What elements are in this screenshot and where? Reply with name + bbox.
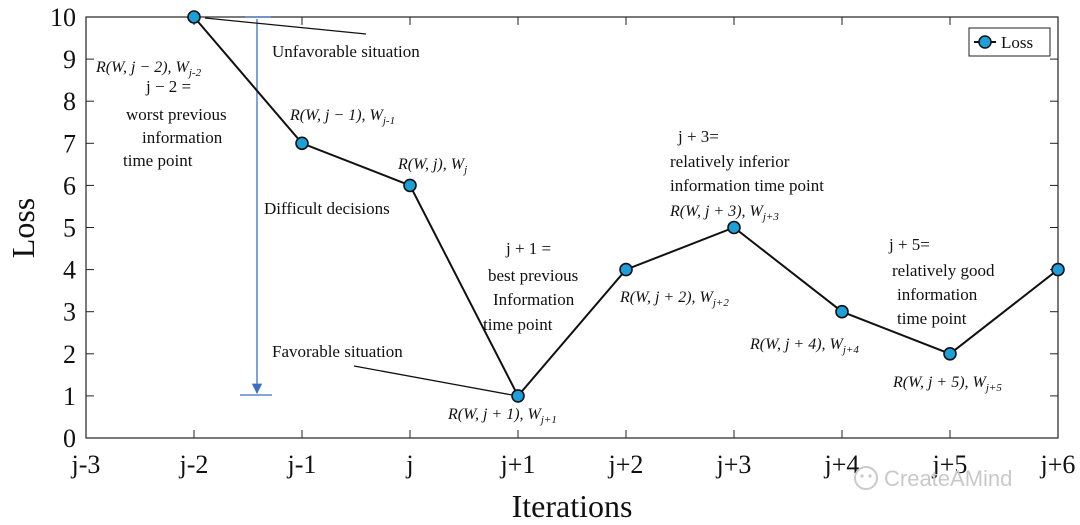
svg-text:j + 1 =: j + 1 = bbox=[505, 239, 551, 258]
svg-text:CreateAMind: CreateAMind bbox=[884, 466, 1012, 491]
x-tick-label: j-3 bbox=[71, 450, 101, 479]
point-label: R(W, j − 2), Wj-2 bbox=[95, 59, 202, 79]
good-point-annotation: j + 5= relatively good information time … bbox=[888, 235, 995, 328]
data-point bbox=[727, 220, 741, 235]
legend-label: Loss bbox=[1001, 33, 1033, 52]
x-tick-label: j-2 bbox=[179, 450, 209, 479]
point-labels: R(W, j − 2), Wj-2 R(W, j − 1), Wj-1 R(W, j… bbox=[95, 59, 1002, 426]
svg-text:j − 2 =: j − 2 = bbox=[145, 77, 191, 96]
y-tick-label: 10 bbox=[50, 3, 76, 32]
y-tick-label: 6 bbox=[63, 171, 76, 200]
x-tick-label: j+4 bbox=[824, 450, 860, 479]
data-point bbox=[943, 346, 957, 361]
y-tick-label: 5 bbox=[63, 214, 76, 243]
svg-text:time point: time point bbox=[897, 309, 967, 328]
data-point bbox=[187, 10, 201, 24]
data-point bbox=[1051, 262, 1065, 277]
x-axis-label: Iterations bbox=[512, 488, 633, 524]
data-point bbox=[835, 304, 849, 319]
x-tick-label: j+3 bbox=[716, 450, 752, 479]
svg-text:best previous: best previous bbox=[488, 266, 578, 285]
point-label: R(W, j), Wj bbox=[397, 156, 467, 176]
svg-text:information: information bbox=[142, 128, 223, 147]
favorable-label: Favorable situation bbox=[272, 342, 403, 361]
range-arrow bbox=[240, 16, 272, 396]
loss-series-points bbox=[187, 10, 1065, 403]
best-point-annotation: j + 1 = best previous Information time p… bbox=[483, 239, 578, 334]
y-tick-label: 2 bbox=[63, 340, 76, 369]
unfavorable-pointer-line bbox=[204, 17, 367, 35]
svg-text:information time point: information time point bbox=[670, 176, 824, 195]
svg-text:worst previous: worst previous bbox=[126, 105, 227, 124]
y-axis-label: Loss bbox=[5, 198, 41, 258]
x-tick-label: j+1 bbox=[500, 450, 536, 479]
y-tick-label: 7 bbox=[63, 129, 76, 158]
y-tick-label: 3 bbox=[63, 298, 76, 327]
watermark: CreateAMind bbox=[854, 466, 1012, 491]
point-label: R(W, j + 5), Wj+5 bbox=[892, 374, 1002, 394]
y-tick-label: 0 bbox=[63, 424, 76, 453]
point-label: R(W, j + 4), Wj+4 bbox=[749, 336, 859, 356]
data-point bbox=[511, 389, 525, 403]
x-tick-label: j+5 bbox=[932, 450, 968, 479]
point-label: R(W, j − 1), Wj-1 bbox=[289, 107, 395, 127]
unfavorable-label: Unfavorable situation bbox=[272, 42, 420, 61]
x-tick-label: j+2 bbox=[608, 450, 644, 479]
y-tick-label: 1 bbox=[63, 382, 76, 411]
legend: Loss bbox=[968, 27, 1051, 57]
svg-text:j + 3=: j + 3= bbox=[677, 127, 719, 146]
svg-text:j + 5=: j + 5= bbox=[888, 235, 930, 254]
svg-text:Information: Information bbox=[493, 290, 575, 309]
x-axis-ticks: j-3 j-2 j-1 j j+1 j+2 j+3 j+4 j+5 j+6 bbox=[71, 17, 1076, 479]
data-point bbox=[295, 136, 309, 151]
svg-text:time point: time point bbox=[483, 315, 553, 334]
difficult-label: Difficult decisions bbox=[264, 199, 390, 218]
svg-text:information: information bbox=[897, 285, 978, 304]
svg-text:time point: time point bbox=[123, 151, 193, 170]
svg-text:relatively good: relatively good bbox=[892, 261, 995, 280]
x-tick-label: j bbox=[405, 450, 413, 479]
x-tick-label: j-1 bbox=[287, 450, 317, 479]
data-point bbox=[619, 262, 633, 277]
data-point bbox=[403, 178, 417, 193]
y-axis-ticks: 0 1 2 3 4 5 6 7 8 9 10 bbox=[50, 3, 1058, 453]
point-label: R(W, j + 2), Wj+2 bbox=[619, 289, 729, 309]
x-tick-label: j+6 bbox=[1040, 450, 1076, 479]
point-label: R(W, j + 1), Wj+1 bbox=[447, 406, 557, 426]
inferior-point-annotation: j + 3= relatively inferior information t… bbox=[670, 127, 824, 195]
y-tick-label: 9 bbox=[63, 45, 76, 74]
legend-marker bbox=[978, 35, 992, 49]
point-label: R(W, j + 3), Wj+3 bbox=[669, 203, 779, 223]
y-tick-label: 8 bbox=[63, 87, 76, 116]
worst-point-annotation: j − 2 = worst previous information time … bbox=[123, 77, 227, 170]
favorable-pointer-line bbox=[353, 365, 513, 396]
y-tick-label: 4 bbox=[63, 256, 76, 285]
svg-text:relatively inferior: relatively inferior bbox=[670, 152, 790, 171]
